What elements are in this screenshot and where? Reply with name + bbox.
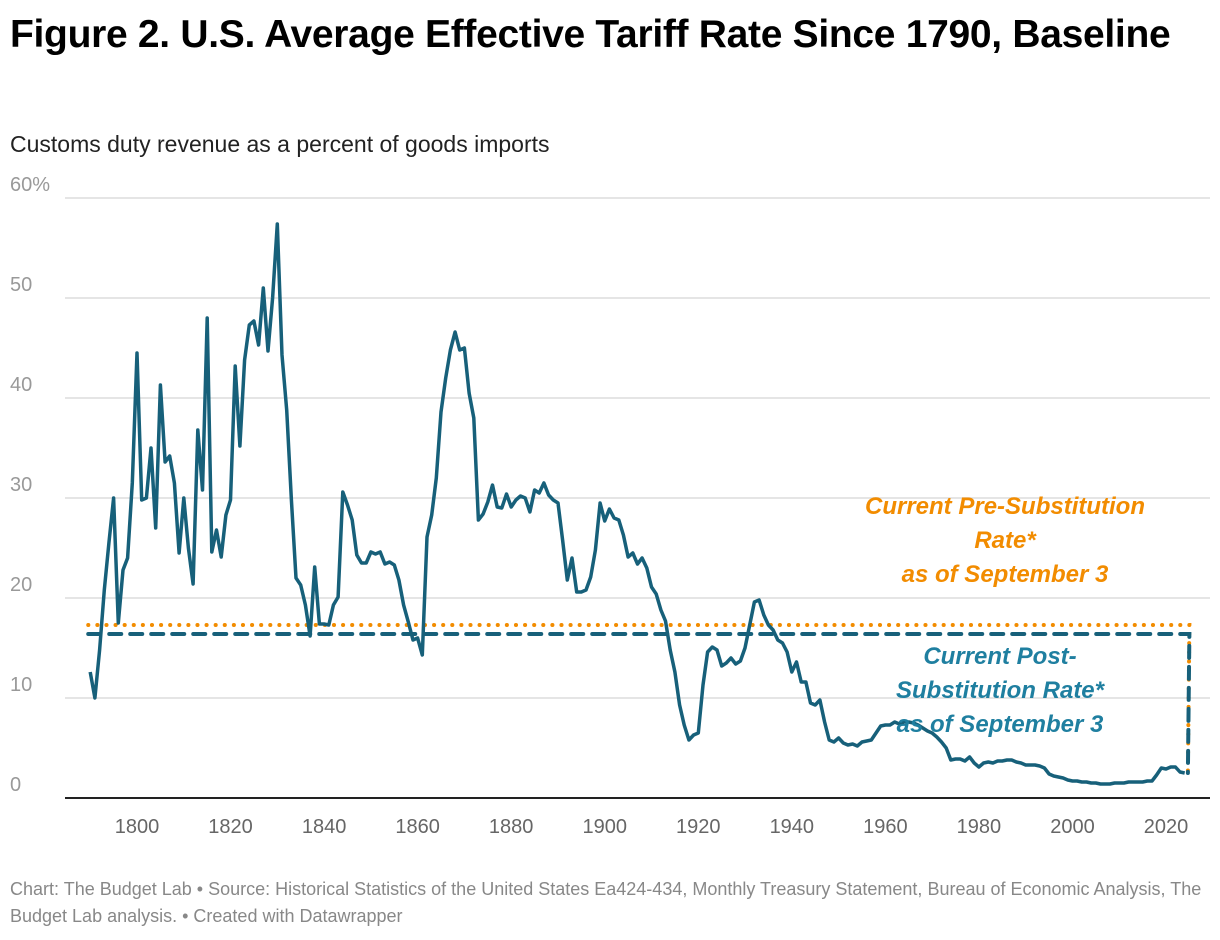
y-tick-label: 60%	[10, 174, 50, 196]
x-tick-label: 1880	[489, 816, 534, 838]
x-tick-label: 2020	[1144, 816, 1189, 838]
y-tick-label: 0	[10, 774, 21, 796]
annotation-line: Current Post-	[923, 643, 1077, 670]
tariff-rate-series-line	[88, 222, 1186, 786]
x-tick-label: 1860	[395, 816, 440, 838]
x-tick-label: 1920	[676, 816, 721, 838]
y-tick-label: 40	[10, 374, 32, 396]
y-tick-label: 10	[10, 674, 32, 696]
post-substitution-annotation: Current Post- Substitution Rate* as of S…	[800, 640, 1200, 742]
post-substitution-rate-line	[86, 632, 1192, 775]
x-tick-label: 1960	[863, 816, 908, 838]
pre-substitution-rate-line	[86, 623, 1192, 775]
x-tick-label: 1820	[208, 816, 253, 838]
chart-footer: Chart: The Budget Lab • Source: Historic…	[10, 879, 1202, 926]
pre-substitution-annotation: Current Pre-Substitution Rate* as of Sep…	[805, 490, 1205, 592]
x-tick-label: 2000	[1050, 816, 1095, 838]
annotation-line: as of September 3	[896, 711, 1104, 738]
x-tick-label: 1900	[582, 816, 627, 838]
tariff-line-chart: 0 10 20 30 40 50 60% 1800 1820 1840 1860 1880 1900 19…	[10, 174, 1210, 838]
annotation-line: as of September 3	[901, 561, 1109, 588]
chart-subtitle: Customs duty revenue as a percent of goo…	[10, 131, 550, 157]
y-tick-label: 20	[10, 574, 32, 596]
x-tick-label: 1940	[770, 816, 815, 838]
annotation-line: Rate*	[974, 527, 1036, 554]
annotation-line: Current Pre-Substitution	[865, 493, 1145, 520]
y-tick-label: 50	[10, 274, 32, 296]
annotation-line: Substitution Rate*	[896, 677, 1104, 704]
x-tick-label: 1980	[957, 816, 1002, 838]
x-tick-label: 1840	[302, 816, 347, 838]
y-tick-label: 30	[10, 474, 32, 496]
chart-title: Figure 2. U.S. Average Effective Tariff …	[10, 13, 1171, 56]
x-tick-label: 1800	[115, 816, 160, 838]
